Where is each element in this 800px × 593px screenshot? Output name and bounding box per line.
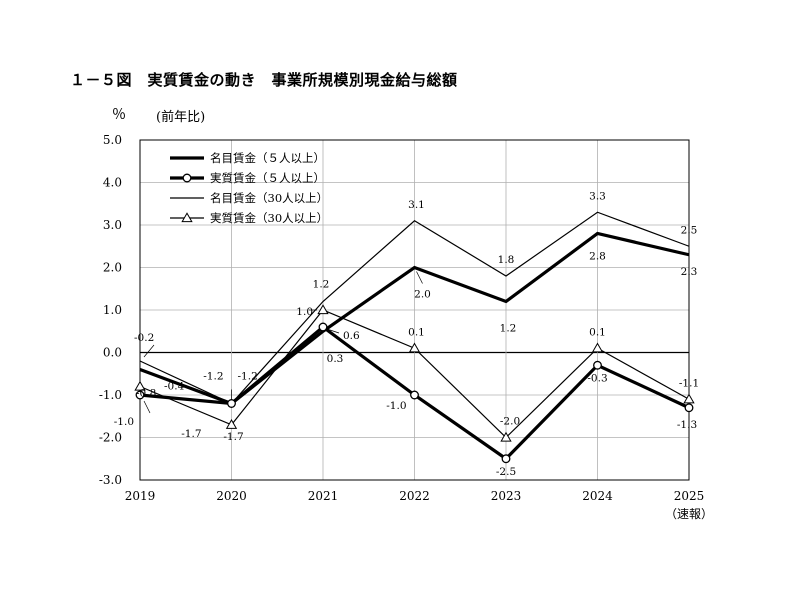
data-label: 1.0	[296, 306, 313, 318]
data-label: -0.4	[164, 381, 185, 393]
y-tick-label: 4.0	[103, 176, 122, 190]
triangle-marker	[408, 342, 421, 353]
x-tick-label: 2019	[125, 489, 156, 503]
data-label: 3.1	[408, 199, 425, 211]
x-tick-label: 2020	[216, 489, 247, 503]
data-label: 3.3	[589, 190, 606, 202]
data-label: 1.2	[500, 323, 517, 335]
circle-marker	[684, 403, 694, 413]
data-label: 2.3	[681, 266, 698, 278]
legend: 名目賃金（５人以上） 実質賃金（５人以上） 名目賃金（30人以上） 実質賃金（30人以…	[170, 151, 328, 225]
data-label: -0.2	[134, 332, 154, 344]
circle-marker	[182, 173, 192, 183]
y-tick-label: -3.0	[99, 473, 122, 487]
leader-line	[143, 400, 151, 414]
y-unit-label: ％	[112, 107, 126, 123]
y-tick-label: -1.0	[99, 388, 122, 402]
data-label: -2.0	[500, 416, 520, 428]
circle-marker	[227, 399, 236, 408]
data-label: 1.2	[313, 279, 330, 291]
triangle-marker	[683, 393, 695, 404]
x-tick-label: 2022	[399, 489, 430, 503]
data-label: 2.0	[414, 289, 431, 301]
triangle-marker	[225, 418, 238, 429]
leader-line	[326, 328, 340, 334]
triangle-marker	[134, 380, 146, 391]
triangle-marker	[500, 431, 512, 442]
data-label: 0.6	[343, 330, 360, 342]
x-tick-label: 2024	[582, 489, 613, 503]
circle-marker	[318, 322, 328, 332]
data-label: -1.2	[203, 371, 223, 383]
triangle-marker	[591, 342, 604, 353]
legend-label-3: 名目賃金（30人以上）	[210, 191, 328, 205]
x-tick-label: 2023	[491, 489, 522, 503]
y-tick-label: 5.0	[103, 133, 122, 147]
data-label: 0.1	[589, 326, 606, 338]
y-tick-label: -2.0	[99, 431, 122, 445]
data-label: -0.3	[587, 372, 607, 384]
circle-marker	[501, 454, 511, 464]
data-label: 1.8	[498, 254, 515, 266]
yoy-label: (前年比)	[156, 110, 206, 125]
data-label: 0.1	[408, 326, 425, 338]
triangle-marker	[317, 304, 329, 315]
plot-frame	[139, 139, 690, 481]
data-label: 2.8	[589, 251, 606, 263]
legend-label-4: 実質賃金（30人以上）	[210, 211, 328, 225]
circle-marker	[410, 390, 419, 400]
legend-label-2: 実質賃金（５人以上）	[210, 171, 325, 185]
circle-marker	[593, 360, 602, 370]
y-tick-label: 3.0	[103, 218, 122, 232]
data-label: -1.2	[238, 371, 258, 383]
data-label: -2.5	[496, 466, 516, 478]
leader-line	[143, 344, 155, 358]
data-label: -1.7	[181, 428, 201, 440]
data-label: 2.5	[681, 224, 698, 236]
legend-label-1: 名目賃金（５人以上）	[210, 151, 325, 165]
y-tick-label: 1.0	[103, 303, 122, 317]
circle-marker	[135, 390, 145, 400]
page-title: １－５図 実質賃金の動き 事業所規模別現金給与総額	[70, 71, 458, 89]
y-tick-label: 2.0	[103, 261, 122, 275]
y-tick-label: 0.0	[103, 346, 122, 360]
x-tick-label: 2025	[674, 489, 705, 503]
data-annotation: -1.7	[223, 431, 243, 443]
series-lines	[134, 211, 695, 464]
x-tick-note: （速報）	[665, 507, 713, 521]
data-label: -1.3	[677, 419, 697, 431]
data-annotation: 0.3	[327, 353, 344, 365]
data-label: -0.8	[136, 388, 156, 400]
leader-line	[416, 271, 423, 284]
data-label: -1.1	[679, 377, 699, 389]
data-labels: -0.4 -1.2 2.0 1.2 2.8 2.3 -1.0 -1.2 0.6 -1.0 -2.5 -…	[114, 190, 699, 478]
triangle-marker	[181, 212, 193, 223]
data-label: -1.0	[386, 400, 406, 412]
x-tick-label: 2021	[308, 489, 339, 503]
data-label: -1.0	[114, 416, 134, 428]
